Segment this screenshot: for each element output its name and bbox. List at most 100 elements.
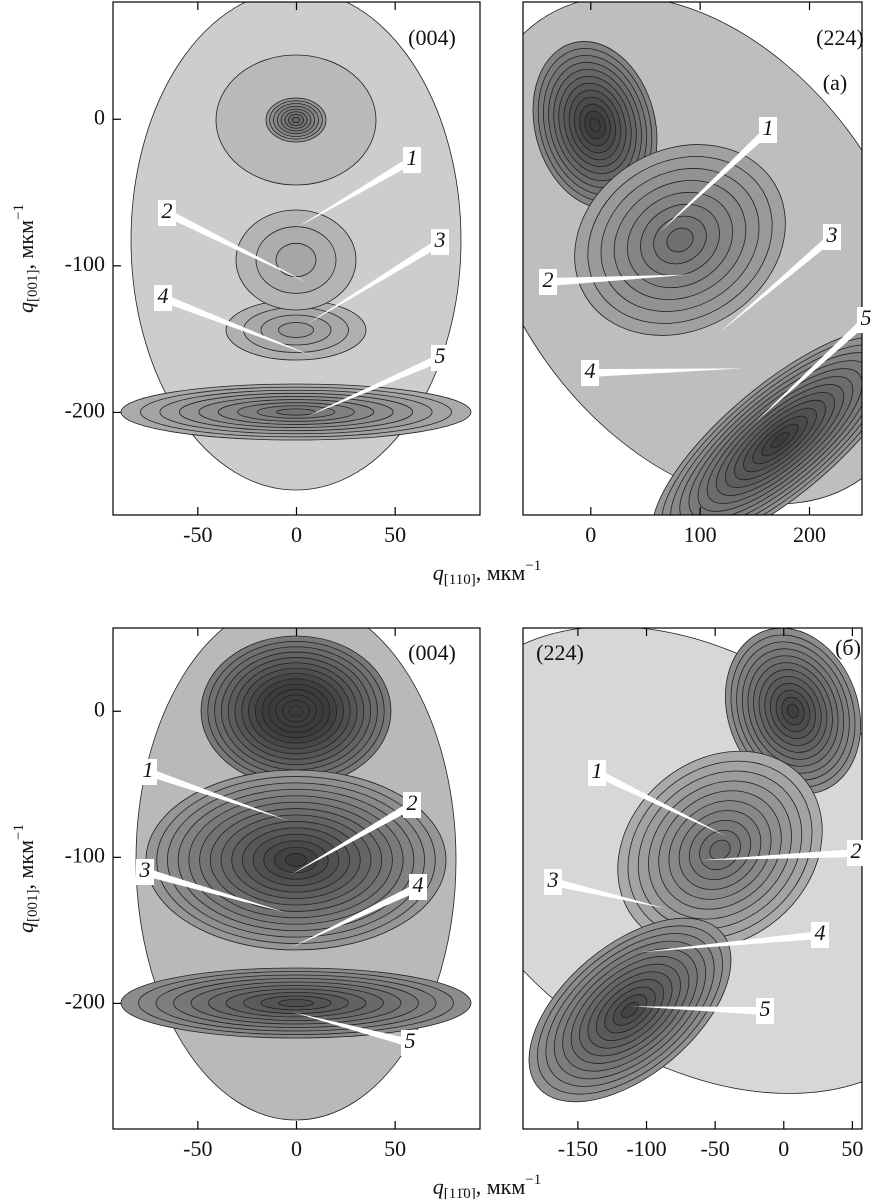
pointer xyxy=(595,769,728,837)
panel xyxy=(523,628,862,1103)
x-tick-label: 0 xyxy=(778,1136,789,1161)
panel xyxy=(120,2,472,491)
contour xyxy=(278,322,314,338)
annotation-label: 2 xyxy=(407,790,418,815)
contour xyxy=(288,705,304,717)
y-axis-label: q[001], мкм−1 xyxy=(11,204,41,313)
pointer xyxy=(290,801,414,875)
pointer xyxy=(631,1006,766,1015)
annotation-label: 3 xyxy=(434,227,446,252)
pointer xyxy=(754,317,869,423)
contour xyxy=(276,408,316,416)
annotation-label: 4 xyxy=(815,920,826,945)
subscript: [001] xyxy=(25,890,41,923)
contour xyxy=(770,431,790,449)
label-box xyxy=(431,345,449,371)
x-tick-label: -150 xyxy=(558,1136,598,1161)
panel-letter: (a) xyxy=(823,70,847,95)
annotation-label: 4 xyxy=(413,872,424,897)
panel xyxy=(120,628,472,1121)
annotation-label: 5 xyxy=(861,305,872,330)
symbol: q xyxy=(433,560,444,585)
pointer xyxy=(547,274,691,286)
label-box xyxy=(823,224,841,250)
x-tick-label: -50 xyxy=(700,1136,729,1161)
annotation-label: 4 xyxy=(585,358,596,383)
contour xyxy=(275,242,317,278)
annotation-label: 2 xyxy=(162,198,173,223)
pointer xyxy=(552,878,666,909)
pointer xyxy=(306,238,443,325)
pointer xyxy=(161,294,315,357)
unit: , мкм xyxy=(13,220,38,270)
subscript: [11̄0] xyxy=(444,1186,476,1199)
annotation-label: 1 xyxy=(143,757,154,782)
annotation-label: 2 xyxy=(543,267,554,292)
exponent: −1 xyxy=(11,204,27,220)
x-tick-label: 0 xyxy=(585,522,596,547)
panel-letter: (б) xyxy=(835,635,861,660)
label-box xyxy=(847,840,865,866)
label-box xyxy=(409,874,427,900)
x-tick-label: -100 xyxy=(626,1136,666,1161)
pointer xyxy=(700,849,857,861)
x-tick-label: 50 xyxy=(841,1136,863,1161)
label-box xyxy=(581,360,599,386)
label-box xyxy=(759,117,777,143)
symbol: q xyxy=(433,1174,444,1199)
pointer xyxy=(290,883,420,948)
panel-title: (224) xyxy=(536,640,584,665)
x-tick-label: 0 xyxy=(291,522,302,547)
annotation-label: 1 xyxy=(592,758,603,783)
label-box xyxy=(403,147,421,173)
x-tick-label: 50 xyxy=(384,522,406,547)
pointer xyxy=(146,768,289,821)
panel-title: (004) xyxy=(408,640,456,665)
pointer xyxy=(659,127,771,233)
unit: , мкм xyxy=(13,840,38,890)
y-tick-label: 0 xyxy=(94,696,105,721)
pointer xyxy=(292,1012,412,1047)
x-tick-label: -50 xyxy=(183,522,212,547)
pointer xyxy=(718,233,835,334)
pointer xyxy=(589,368,743,377)
contour xyxy=(284,853,308,867)
y-tick-label: -200 xyxy=(65,988,105,1013)
y-tick-label: -100 xyxy=(65,251,105,276)
contour xyxy=(786,703,800,719)
annotation-label: 4 xyxy=(158,283,169,308)
subscript: [001] xyxy=(25,270,41,303)
label-box xyxy=(403,792,421,818)
pointer xyxy=(639,931,821,953)
pointer xyxy=(165,209,309,284)
pointer xyxy=(306,354,442,417)
unit: , мкм xyxy=(476,1174,526,1199)
contour xyxy=(291,116,301,124)
y-tick-label: -200 xyxy=(65,397,105,422)
label-box xyxy=(544,869,562,895)
exponent: −1 xyxy=(525,1172,541,1188)
exponent: −1 xyxy=(11,824,27,840)
contour xyxy=(278,999,314,1007)
annotation-label: 1 xyxy=(407,145,418,170)
annotation-label: 5 xyxy=(760,996,771,1021)
annotation-label: 3 xyxy=(547,867,559,892)
x-axis-label: q[110], мкм−1 xyxy=(433,558,541,588)
subscript: [110] xyxy=(444,572,476,588)
pointer xyxy=(143,868,287,913)
panel-title: (224) xyxy=(816,25,864,50)
x-tick-label: 0 xyxy=(291,1136,302,1161)
label-box xyxy=(811,922,829,948)
label-box xyxy=(401,1030,419,1056)
label-box xyxy=(857,307,875,333)
annotation-label: 5 xyxy=(435,343,446,368)
annotation-label: 5 xyxy=(405,1028,416,1053)
label-box xyxy=(154,285,172,311)
symbol: q xyxy=(13,922,38,933)
panel xyxy=(523,2,862,515)
x-axis-label: q[11̄0], мкм−1 xyxy=(433,1172,541,1199)
contour xyxy=(589,117,601,133)
contour xyxy=(709,839,731,861)
annotation-label: 3 xyxy=(826,222,838,247)
contour xyxy=(621,1001,639,1019)
